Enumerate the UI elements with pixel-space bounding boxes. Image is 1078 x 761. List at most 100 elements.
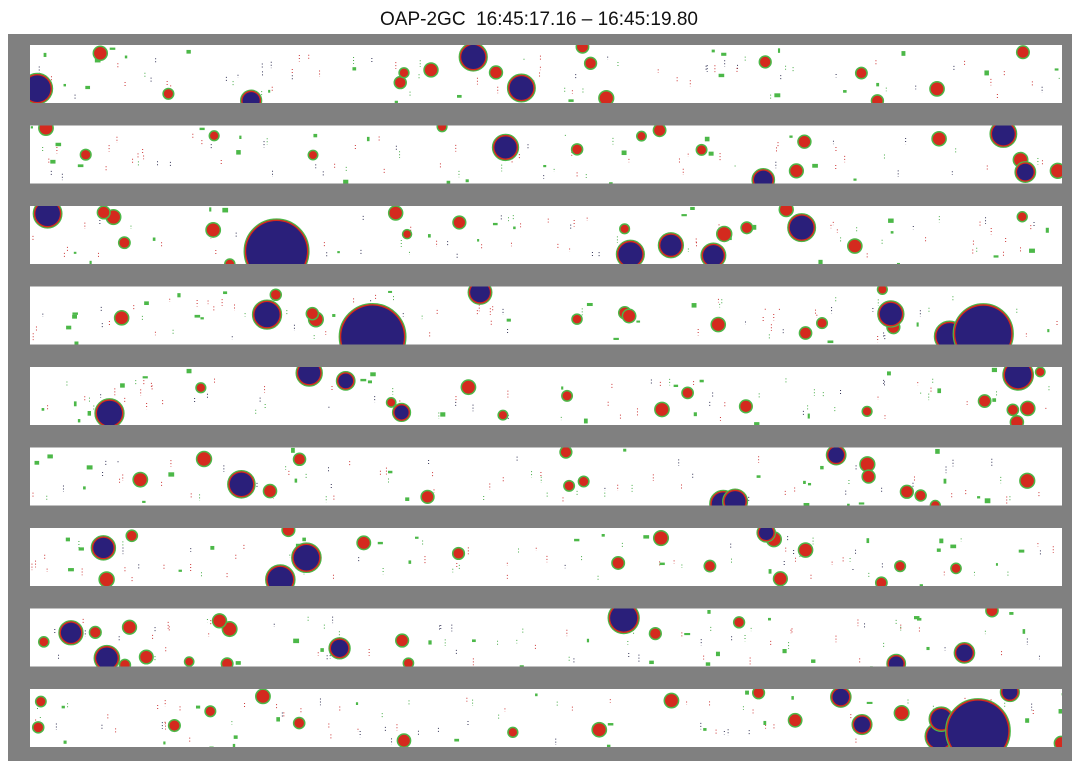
green-speck xyxy=(694,412,697,416)
small-particle xyxy=(562,391,572,401)
green-speck xyxy=(142,501,145,503)
small-particle xyxy=(294,717,305,728)
green-speck xyxy=(935,449,940,454)
green-speck xyxy=(778,48,780,53)
green-speck xyxy=(812,164,818,168)
small-particle xyxy=(915,490,926,501)
large-particle-core xyxy=(331,640,348,657)
green-speck xyxy=(712,50,715,53)
green-speck xyxy=(186,50,190,54)
green-speck xyxy=(110,48,116,50)
small-particle xyxy=(389,206,403,220)
green-speck xyxy=(623,449,626,452)
green-speck xyxy=(782,649,786,653)
small-particle xyxy=(93,46,107,60)
small-particle xyxy=(622,309,635,322)
green-speck xyxy=(477,239,479,242)
green-speck xyxy=(985,498,991,503)
small-particle xyxy=(308,150,317,159)
small-particle xyxy=(123,620,137,634)
green-speck xyxy=(168,472,174,476)
green-speck xyxy=(944,479,947,484)
green-speck xyxy=(568,99,573,102)
green-speck xyxy=(408,560,411,563)
small-particle xyxy=(119,237,130,248)
green-speck xyxy=(320,648,323,652)
image-strip xyxy=(30,121,1065,192)
green-speck xyxy=(233,744,235,747)
green-speck xyxy=(584,419,588,424)
small-particle xyxy=(788,714,801,727)
large-particle-core xyxy=(610,605,637,632)
small-particle xyxy=(263,485,276,498)
green-speck xyxy=(803,481,806,484)
small-particle xyxy=(649,628,661,640)
large-particle-core xyxy=(61,623,81,643)
green-speck xyxy=(769,569,772,574)
green-speck xyxy=(223,291,227,294)
small-particle xyxy=(759,56,771,68)
large-particle-core xyxy=(992,123,1015,146)
green-speck xyxy=(337,251,340,253)
green-speck xyxy=(561,386,563,389)
green-speck xyxy=(937,388,941,393)
green-speck xyxy=(291,448,295,453)
green-speck xyxy=(853,179,856,181)
small-particle xyxy=(185,657,194,666)
large-particle-core xyxy=(97,401,122,426)
green-speck xyxy=(507,319,511,322)
green-speck xyxy=(636,321,640,323)
green-speck xyxy=(47,454,52,458)
green-speck xyxy=(466,179,469,182)
green-speck xyxy=(293,639,299,644)
small-particle xyxy=(421,490,434,503)
small-particle xyxy=(612,557,624,569)
small-particle xyxy=(196,383,206,393)
small-particle xyxy=(900,485,913,498)
green-speck xyxy=(85,86,90,89)
small-particle xyxy=(80,149,91,160)
green-speck xyxy=(768,618,771,621)
green-speck xyxy=(72,315,77,319)
small-particle xyxy=(357,536,370,549)
green-speck xyxy=(378,542,383,544)
green-speck xyxy=(690,207,695,210)
small-particle xyxy=(140,650,154,664)
green-speck xyxy=(68,568,74,571)
small-particle xyxy=(293,453,305,465)
small-particle xyxy=(169,720,181,732)
green-speck xyxy=(493,223,498,225)
green-speck xyxy=(78,164,84,167)
large-particle-core xyxy=(294,545,319,570)
green-speck xyxy=(684,633,690,635)
green-speck xyxy=(276,717,280,721)
strip-background xyxy=(30,126,1062,184)
small-particle xyxy=(1017,212,1027,222)
green-speck xyxy=(774,93,780,97)
green-speck xyxy=(428,234,431,237)
green-speck xyxy=(78,419,80,422)
green-speck xyxy=(31,126,33,128)
large-particle-core xyxy=(956,645,972,661)
green-speck xyxy=(1055,68,1059,70)
green-speck xyxy=(867,538,870,543)
green-speck xyxy=(367,137,370,141)
green-speck xyxy=(360,379,366,381)
green-speck xyxy=(153,238,156,241)
green-speck xyxy=(719,74,725,77)
green-speck xyxy=(144,301,149,305)
green-speck xyxy=(1025,718,1029,723)
small-particle xyxy=(862,470,875,483)
green-speck xyxy=(332,314,335,317)
green-speck xyxy=(706,662,710,665)
green-speck xyxy=(64,741,67,744)
strip-background xyxy=(30,206,1062,264)
green-speck xyxy=(992,398,996,402)
green-speck xyxy=(992,368,997,372)
green-speck xyxy=(196,706,200,709)
green-speck xyxy=(35,461,40,465)
small-particle xyxy=(637,131,646,140)
green-speck xyxy=(703,728,706,731)
green-speck xyxy=(415,537,419,539)
green-speck xyxy=(90,261,92,264)
